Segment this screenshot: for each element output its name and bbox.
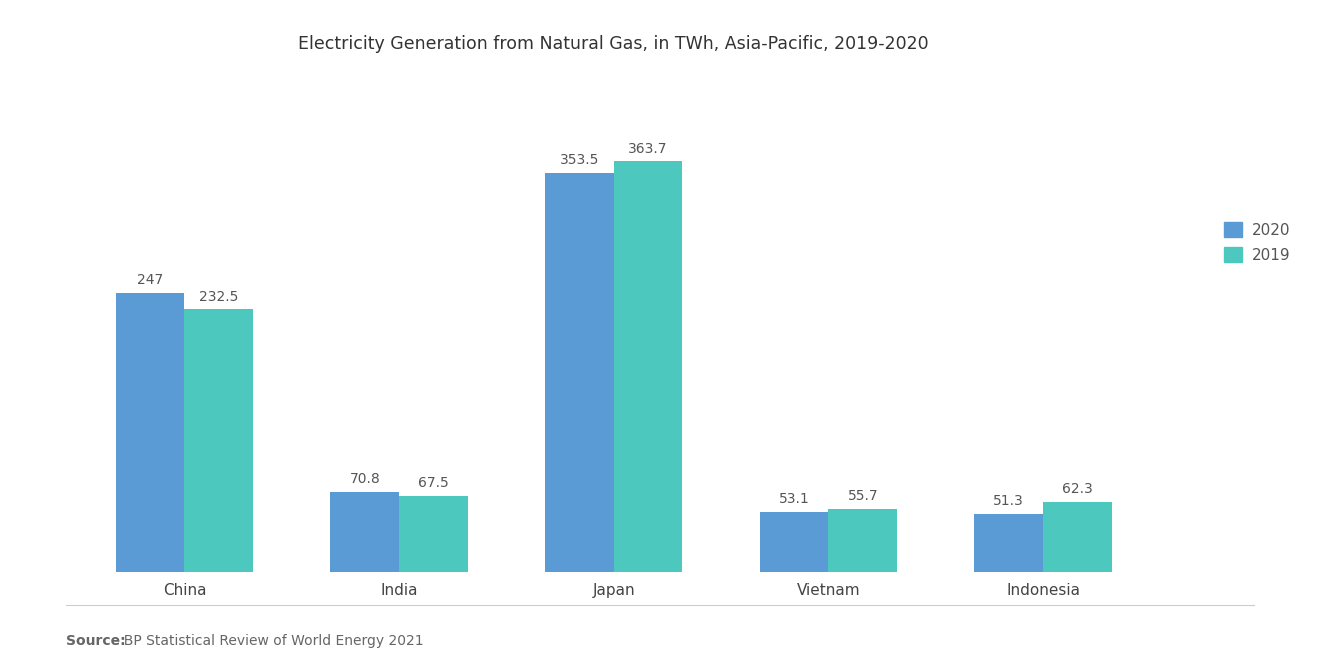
Text: 363.7: 363.7 bbox=[628, 142, 668, 156]
Text: 232.5: 232.5 bbox=[199, 290, 239, 304]
Text: 51.3: 51.3 bbox=[994, 494, 1024, 508]
Bar bbox=[614, 162, 682, 572]
Bar bbox=[829, 509, 898, 572]
Bar bbox=[116, 293, 185, 572]
Bar bbox=[185, 309, 253, 572]
Legend: 2020, 2019: 2020, 2019 bbox=[1218, 215, 1296, 269]
Text: 67.5: 67.5 bbox=[418, 476, 449, 490]
Text: 55.7: 55.7 bbox=[847, 489, 878, 503]
Text: 353.5: 353.5 bbox=[560, 153, 599, 167]
Bar bbox=[399, 495, 467, 572]
Bar bbox=[1043, 501, 1111, 572]
Text: Source:: Source: bbox=[66, 634, 125, 648]
Bar bbox=[760, 512, 829, 572]
Text: 247: 247 bbox=[137, 273, 164, 287]
Bar bbox=[974, 514, 1043, 572]
Text: 62.3: 62.3 bbox=[1063, 482, 1093, 496]
Title: Electricity Generation from Natural Gas, in TWh, Asia-Pacific, 2019-2020: Electricity Generation from Natural Gas,… bbox=[298, 35, 929, 53]
Text: 53.1: 53.1 bbox=[779, 492, 809, 506]
Bar bbox=[330, 492, 399, 572]
Text: BP Statistical Review of World Energy 2021: BP Statistical Review of World Energy 20… bbox=[115, 634, 424, 648]
Text: 70.8: 70.8 bbox=[350, 472, 380, 486]
Bar bbox=[545, 173, 614, 572]
